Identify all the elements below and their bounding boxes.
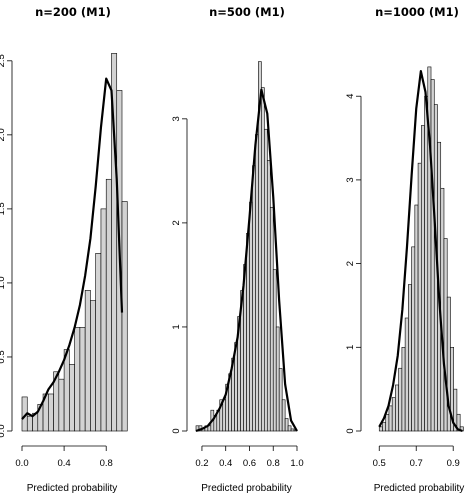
histogram-bar	[281, 399, 286, 432]
x-tick-label: 0.5	[373, 458, 386, 469]
x-tick-label: 0.2	[195, 458, 208, 469]
histogram-bar	[264, 128, 268, 432]
histogram-bar	[430, 79, 435, 432]
x-tick-label: 0.9	[447, 458, 460, 469]
histogram-bar	[255, 134, 259, 432]
panel-title: n=200 (M1)	[35, 5, 111, 19]
x-axis-label: Predicted probability	[201, 483, 292, 493]
histogram-bar	[421, 125, 425, 432]
histogram-bar	[290, 428, 295, 432]
histogram-bar	[63, 349, 70, 432]
x-tick-label: 1.0	[290, 458, 303, 469]
histogram-bar	[424, 95, 429, 432]
y-tick-label: 2.5	[0, 54, 7, 67]
histogram-bar	[398, 367, 403, 432]
histogram-bar	[382, 422, 387, 432]
histogram-bar	[395, 384, 399, 432]
histogram-bar	[272, 269, 277, 432]
histogram-bar	[408, 284, 412, 432]
x-tick-label: 0.0	[15, 458, 28, 469]
histogram-bar	[287, 425, 292, 432]
panel-title: n=500 (M1)	[209, 5, 285, 19]
histogram-bar	[261, 87, 265, 432]
histogram-bar	[246, 233, 250, 432]
histogram-bar	[417, 162, 422, 432]
histogram-bar	[84, 290, 91, 432]
histogram-bar	[275, 326, 280, 432]
y-tick-label: 1.0	[0, 276, 7, 289]
histogram-panel-2: n=500 (M1) 0 1 2 3 0.2 0.4 0.6 0.8 1.0 Predicted p…	[171, 5, 304, 493]
histogram-panel-1: n=200 (M1) 0.0 0.5 1.0 1.5 2.0 2.5 0.0 0.4 0.8 Pre…	[0, 5, 128, 493]
histogram-bar	[284, 418, 289, 432]
histogram-bar	[401, 346, 406, 432]
histogram-bar	[79, 327, 86, 432]
histogram-bar	[74, 327, 81, 432]
histogram-bar	[48, 393, 54, 432]
density-curve	[378, 70, 463, 433]
histogram-bar	[252, 165, 256, 432]
y-tick-label: 3	[345, 177, 356, 182]
y-tick-label: 3	[171, 116, 182, 121]
y-tick-label: 1	[171, 324, 182, 329]
x-tick-label: 0.6	[243, 458, 256, 469]
histogram-bar	[249, 201, 253, 432]
x-axis-label: Predicted probability	[27, 483, 118, 493]
y-tick-label: 1	[345, 345, 356, 350]
histogram-bar	[391, 397, 396, 432]
histogram-bar	[404, 317, 409, 432]
histogram-bar	[453, 388, 458, 432]
y-tick-label: 4	[345, 94, 356, 99]
histogram-bar	[414, 204, 419, 432]
histogram-bar	[269, 206, 274, 432]
histogram-bar	[100, 208, 107, 432]
x-tick-label: 0.8	[267, 458, 280, 469]
y-tick-label: 0.5	[0, 350, 7, 363]
density-curve	[195, 88, 298, 433]
histogram-bar	[266, 160, 271, 432]
histogram-bar	[278, 368, 283, 432]
histogram-bar	[443, 238, 448, 432]
panel-title: n=1000 (M1)	[375, 5, 459, 19]
histogram-bar	[58, 378, 65, 432]
y-tick-label: 0.0	[0, 424, 7, 437]
y-tick-label: 0	[345, 428, 356, 433]
histogram-bar	[378, 426, 383, 432]
y-tick-label: 2	[345, 261, 356, 266]
histogram-bar	[90, 300, 96, 432]
histogram-bar	[121, 201, 128, 432]
histogram-bar	[411, 246, 416, 432]
histogram-bar	[385, 413, 390, 432]
histogram-bar	[456, 413, 461, 432]
histogram-bar	[105, 178, 112, 432]
x-axis-label: Predicted probability	[374, 483, 465, 493]
histogram-bar	[222, 399, 227, 432]
y-tick-label: 2.0	[0, 128, 7, 141]
density-curve	[21, 77, 124, 420]
y-tick-label: 0	[171, 428, 182, 433]
histogram-bar	[26, 415, 33, 432]
histogram-bar	[69, 364, 75, 432]
histogram-bar	[388, 405, 393, 432]
histogram-bar	[95, 253, 102, 432]
x-tick-label: 0.7	[410, 458, 423, 469]
x-tick-label: 0.8	[100, 458, 113, 469]
x-tick-label: 0.4	[219, 458, 232, 469]
x-tick-label: 0.4	[57, 458, 70, 469]
histogram-bar	[440, 187, 445, 432]
y-tick-label: 1.5	[0, 202, 7, 215]
histogram-panel-3: n=1000 (M1) 0 1 2 3 4 0.5 0.7 0.9 Predicted proba…	[345, 5, 464, 493]
y-tick-label: 2	[171, 220, 182, 225]
